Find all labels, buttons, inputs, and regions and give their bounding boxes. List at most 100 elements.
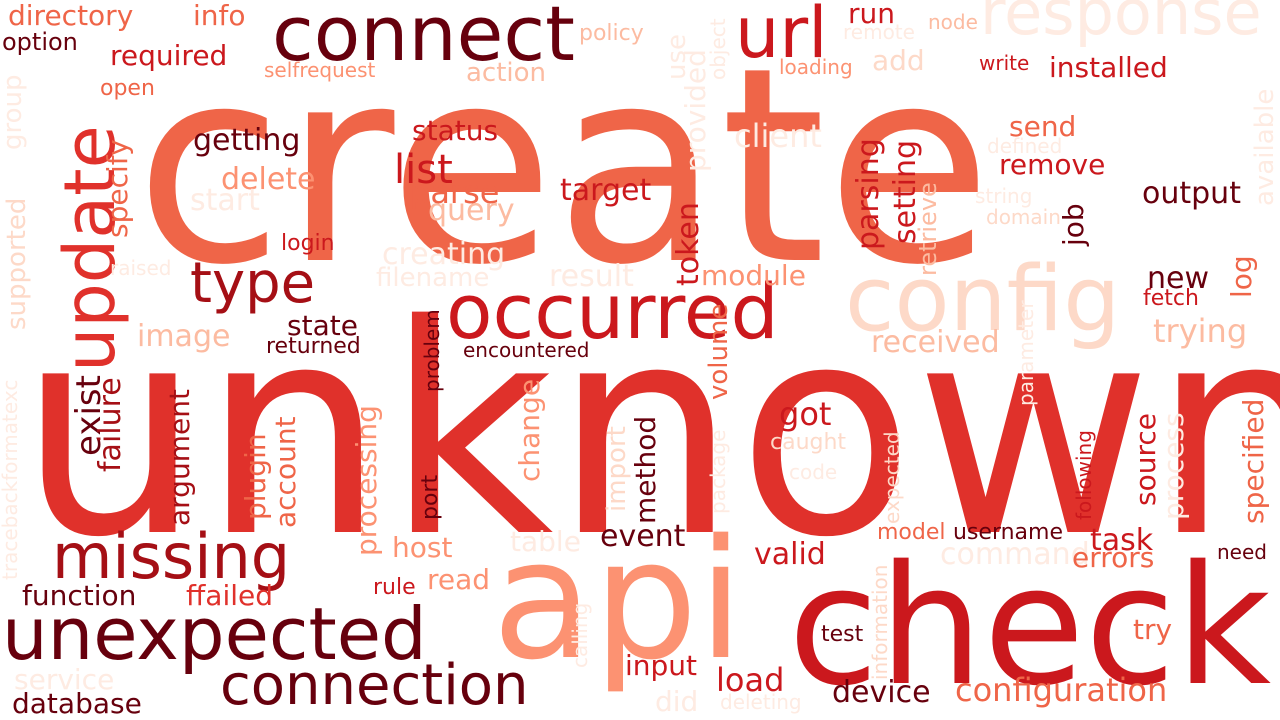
word-log: log [1225,255,1258,298]
word-check: check [788,530,1272,720]
word-url: url [735,0,828,74]
word-read: read [427,563,491,596]
word-table: table [510,525,581,558]
word-ffailed: ffailed [186,579,274,612]
word-run: run [848,0,896,30]
word-event: event [600,519,686,554]
word-add: add [872,44,925,77]
word-type: type [190,251,316,316]
word-getting: getting [193,123,301,158]
word-installed: installed [1049,51,1168,84]
word-username: username [953,520,1063,545]
word-filename: filename [376,263,490,293]
word-account: account [269,416,302,528]
word-option: option [2,28,78,56]
word-response: response [980,0,1262,49]
word-target: target [560,173,652,208]
word-image: image [137,319,231,354]
word-new: new [1147,261,1210,296]
word-directory: directory [8,0,134,32]
word-change: change [513,378,546,482]
word-information: information [868,564,892,680]
word-node: node [928,10,978,34]
word-tracebackformatexc: tracebackformatexc [0,379,22,580]
word-status: status [412,114,499,147]
word-method: method [629,415,662,524]
word-defined: defined [987,134,1063,158]
word-processing: processing [350,405,383,556]
word-delete: delete [221,162,316,197]
word-required: required [110,39,228,72]
word-specified: specified [1237,398,1270,524]
word-policy: policy [579,21,644,46]
word-remote: remote [843,20,915,44]
word-expected: expected [880,431,904,524]
word-trying: trying [1153,312,1248,350]
word-try: try [1133,613,1173,646]
word-login: login [281,231,335,256]
word-parameter: parameter [1014,300,1038,406]
word-valid: valid [754,537,826,572]
word-input: input [625,649,698,682]
word-command: command [940,537,1090,572]
word-client: client [734,117,822,155]
word-remove: remove [999,148,1106,181]
word-function: function [22,579,137,612]
word-raised: raised [110,256,172,280]
word-did: did [655,685,699,718]
word-need: need [1217,540,1267,564]
word-info: info [193,0,246,32]
word-open: open [100,76,155,101]
word-volume: volume [704,303,734,400]
word-argument: argument [163,389,196,526]
word-source: source [1129,413,1162,506]
word-action: action [466,58,547,88]
word-retrieve: retrieve [914,182,942,276]
word-api: api [492,504,744,696]
word-model: model [877,520,946,545]
word-following: following [1072,430,1096,520]
word-result: result [549,259,634,294]
word-write: write [979,51,1030,75]
word-problem: problem [420,309,444,392]
word-service: service [14,663,115,696]
word-deleting: deleting [720,690,802,714]
word-host: host [392,531,453,564]
word-port: port [418,474,443,520]
word-connection: connection [220,653,529,718]
word-fetch: fetch [1143,286,1199,311]
word-device: device [832,675,931,710]
word-list: list [394,147,453,193]
word-creating: creating [382,237,506,272]
word-calling: calling [568,602,592,668]
word-test: test [821,622,864,647]
word-database: database [12,687,142,720]
word-loading: loading [779,55,853,79]
word-start: start [190,183,260,218]
word-package: package [706,429,730,514]
word-domain: domain [986,205,1061,229]
word-process: process [1157,412,1190,520]
word-unexpected: unexpected [2,592,427,676]
word-plugin: plugin [239,433,272,520]
word-import: import [602,426,632,512]
word-specify: specify [101,139,134,238]
word-occurred: occurred [446,267,779,356]
word-state: state [287,309,358,342]
word-string: string [975,184,1033,208]
word-code: code [789,460,838,484]
word-create: create [135,9,993,324]
word-available: available [1250,88,1280,206]
word-token: token [671,202,706,286]
word-got: got [779,395,832,433]
word-module: module [701,259,806,292]
word-returned: returned [266,334,361,359]
word-send: send [1009,110,1077,143]
word-encountered: encountered [463,338,590,362]
word-supported: supported [2,197,32,330]
word-rule: rule [373,575,416,600]
word-failure: failure [93,377,128,472]
word-load: load [716,661,785,699]
word-parsing: parsing [851,138,886,250]
